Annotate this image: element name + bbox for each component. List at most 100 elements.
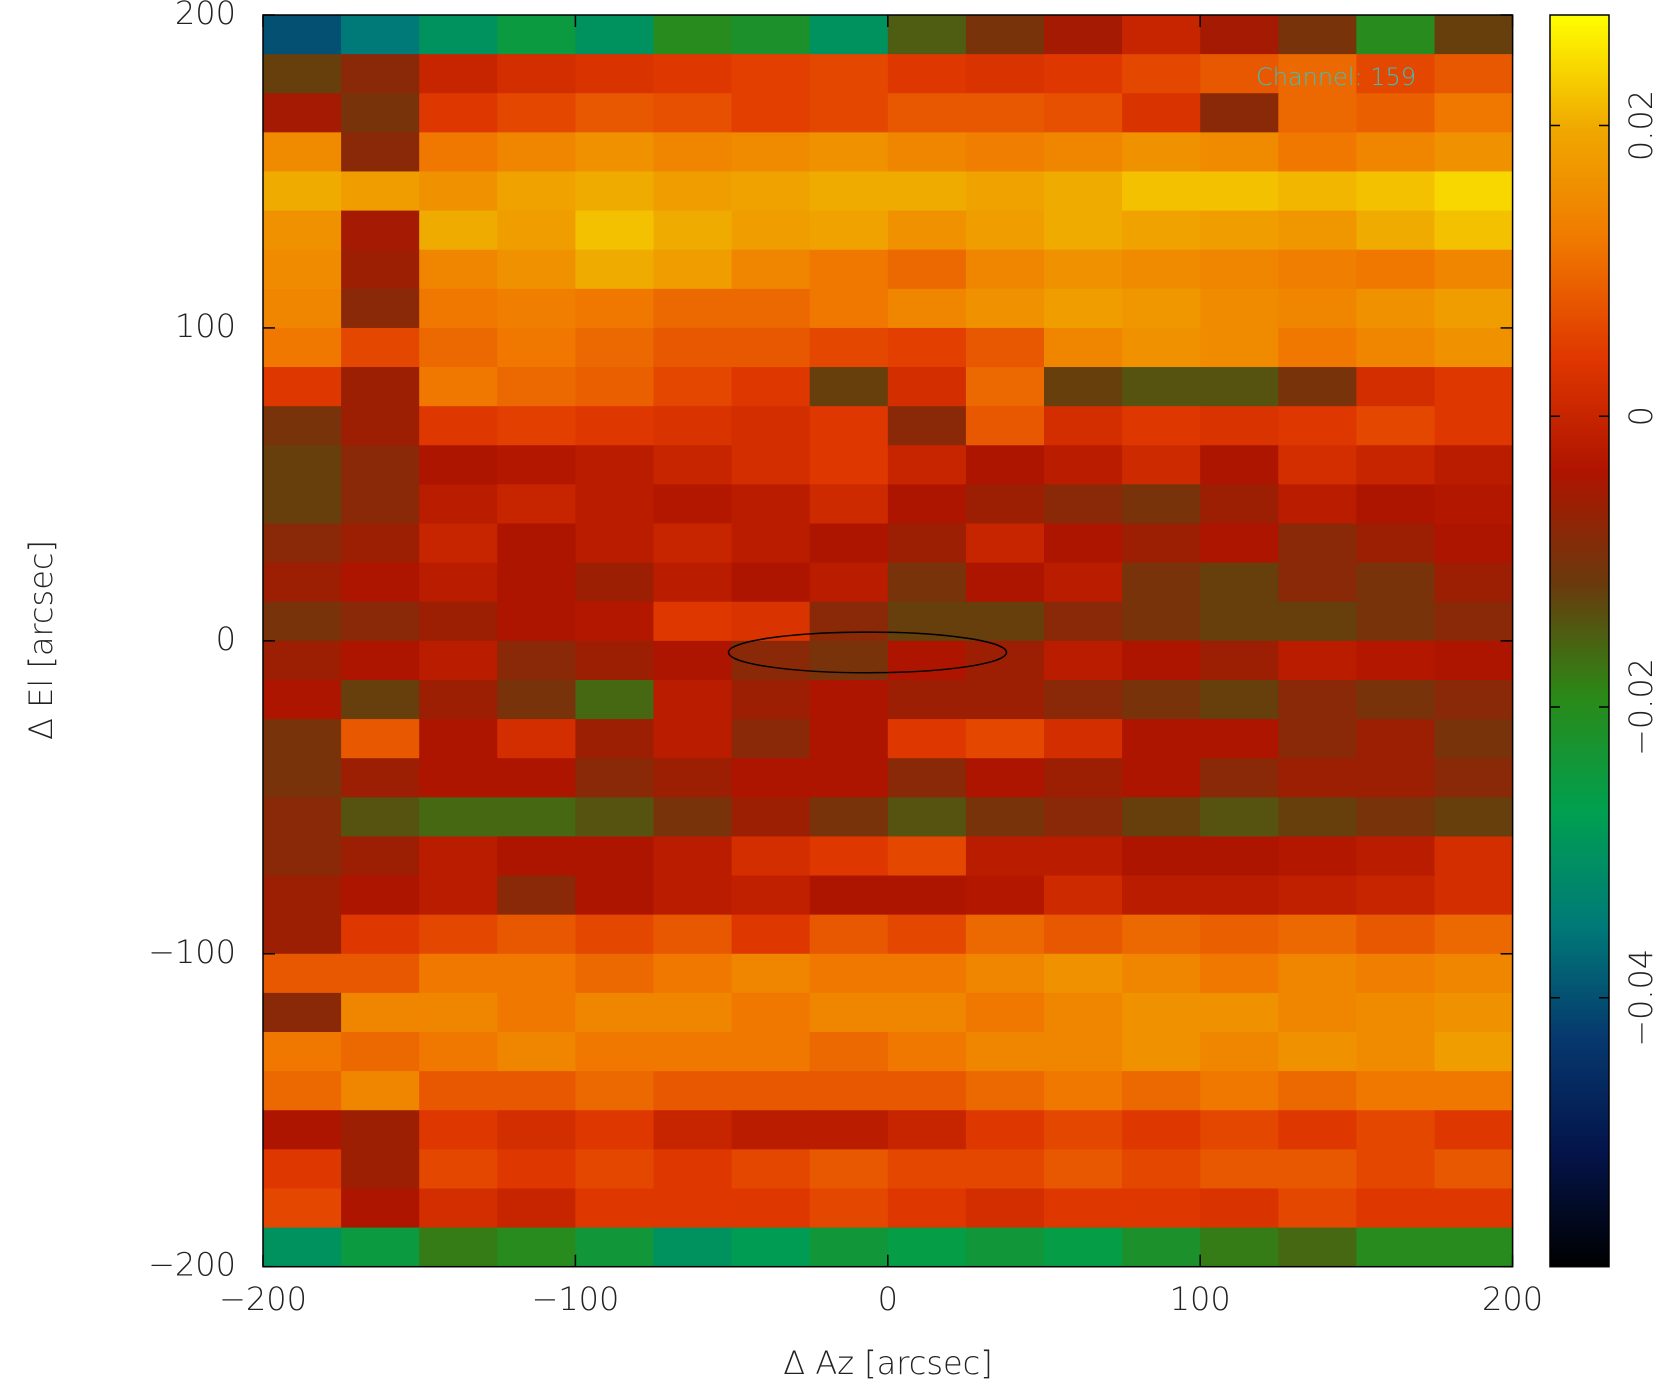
heatmap-cell <box>1200 15 1279 55</box>
heatmap-cell <box>497 1110 576 1150</box>
heatmap-cell <box>653 640 733 681</box>
heatmap-cell <box>809 1227 889 1268</box>
heatmap-cell <box>1122 719 1201 759</box>
heatmap-cell <box>497 327 576 368</box>
heatmap-cell <box>1200 992 1279 1033</box>
heatmap-cell <box>497 640 576 681</box>
heatmap-cell <box>419 914 498 955</box>
heatmap-cell <box>731 601 811 642</box>
heatmap-cell <box>1122 327 1201 368</box>
heatmap-cell <box>965 875 1045 916</box>
heatmap-cell <box>497 406 576 446</box>
heatmap-cell <box>1044 93 1123 133</box>
heatmap-cell <box>1434 679 1514 720</box>
heatmap-cell <box>731 1032 811 1072</box>
heatmap-cell <box>575 523 655 564</box>
heatmap-cell <box>965 523 1045 564</box>
heatmap-cell <box>653 1188 733 1229</box>
heatmap-cell <box>263 406 342 446</box>
heatmap-cell <box>653 54 733 94</box>
heatmap-cell <box>1434 93 1514 133</box>
x-tick-label: 200 <box>1482 1280 1543 1318</box>
heatmap-cell <box>1356 719 1436 759</box>
heatmap-cell <box>497 15 576 55</box>
heatmap-cell <box>341 171 420 212</box>
heatmap-cell <box>1278 1149 1357 1190</box>
heatmap-cell <box>263 1071 342 1111</box>
heatmap-cell <box>1356 15 1436 55</box>
heatmap-cell <box>1434 1227 1514 1268</box>
heatmap-cell <box>1044 992 1123 1033</box>
heatmap-cell <box>497 132 576 173</box>
heatmap-cell <box>1044 54 1123 94</box>
heatmap-cell <box>575 484 655 525</box>
heatmap-cell <box>1044 523 1123 564</box>
heatmap-cell <box>1356 914 1436 955</box>
heatmap-cell <box>1122 15 1201 55</box>
heatmap-cell <box>575 679 655 720</box>
heatmap-cell <box>1122 54 1201 94</box>
heatmap-cell <box>497 1149 576 1190</box>
heatmap-cell <box>1356 445 1436 485</box>
heatmap-cell <box>341 797 420 838</box>
heatmap-cell <box>1434 1188 1514 1229</box>
heatmap-cell <box>887 953 967 994</box>
heatmap-cell <box>731 445 811 485</box>
heatmap-cell <box>1434 367 1514 407</box>
heatmap-cell <box>1044 15 1123 55</box>
heatmap-cell <box>263 367 342 407</box>
heatmap-cell <box>1044 601 1123 642</box>
heatmap-cell <box>1278 1032 1357 1072</box>
heatmap-cell <box>731 367 811 407</box>
heatmap-cell <box>1122 1188 1201 1229</box>
heatmap-cell <box>731 1071 811 1111</box>
heatmap-cell <box>887 992 967 1033</box>
heatmap-cell <box>575 562 655 603</box>
heatmap-cell <box>1200 1032 1279 1072</box>
heatmap-cell <box>341 249 420 290</box>
heatmap-cell <box>965 836 1045 877</box>
heatmap-cell <box>809 992 889 1033</box>
heatmap-cell <box>965 171 1045 212</box>
heatmap-cell <box>731 836 811 877</box>
heatmap-cell <box>731 758 811 798</box>
heatmap-cell <box>263 249 342 290</box>
heatmap-cell <box>965 93 1045 133</box>
heatmap-cell <box>1122 875 1201 916</box>
heatmap-cell <box>497 367 576 407</box>
heatmap-cell <box>887 679 967 720</box>
heatmap-cell <box>1044 288 1123 329</box>
heatmap-cell <box>1200 601 1279 642</box>
heatmap-cell <box>1122 758 1201 798</box>
heatmap-cell <box>887 93 967 133</box>
heatmap-cell <box>1122 367 1201 407</box>
heatmap-cell <box>1200 875 1279 916</box>
heatmap-cell <box>1278 679 1357 720</box>
heatmap-cell <box>419 797 498 838</box>
heatmap-cell <box>1278 640 1357 681</box>
heatmap-cell <box>809 562 889 603</box>
heatmap-cell <box>1434 1110 1514 1150</box>
heatmap-cell <box>1356 679 1436 720</box>
heatmap-cell <box>1356 836 1436 877</box>
heatmap-cell <box>419 562 498 603</box>
heatmap-cell <box>887 1149 967 1190</box>
heatmap-cell <box>263 1227 342 1268</box>
heatmap-cell <box>1356 484 1436 525</box>
heatmap-cell <box>1278 1188 1357 1229</box>
heatmap-cell <box>731 15 811 55</box>
heatmap-cell <box>1434 484 1514 525</box>
heatmap-cell <box>1200 327 1279 368</box>
heatmap-cell <box>887 327 967 368</box>
heatmap-cell <box>1200 797 1279 838</box>
heatmap-cell <box>809 249 889 290</box>
heatmap-cell <box>809 836 889 877</box>
heatmap-cell <box>1434 640 1514 681</box>
heatmap-cell <box>1200 171 1279 212</box>
heatmap-cell <box>809 523 889 564</box>
heatmap-cell <box>653 406 733 446</box>
heatmap-cell <box>341 836 420 877</box>
heatmap-cell <box>575 719 655 759</box>
colorbar-tick-label: −0.02 <box>1622 658 1660 756</box>
heatmap-cell <box>1200 719 1279 759</box>
